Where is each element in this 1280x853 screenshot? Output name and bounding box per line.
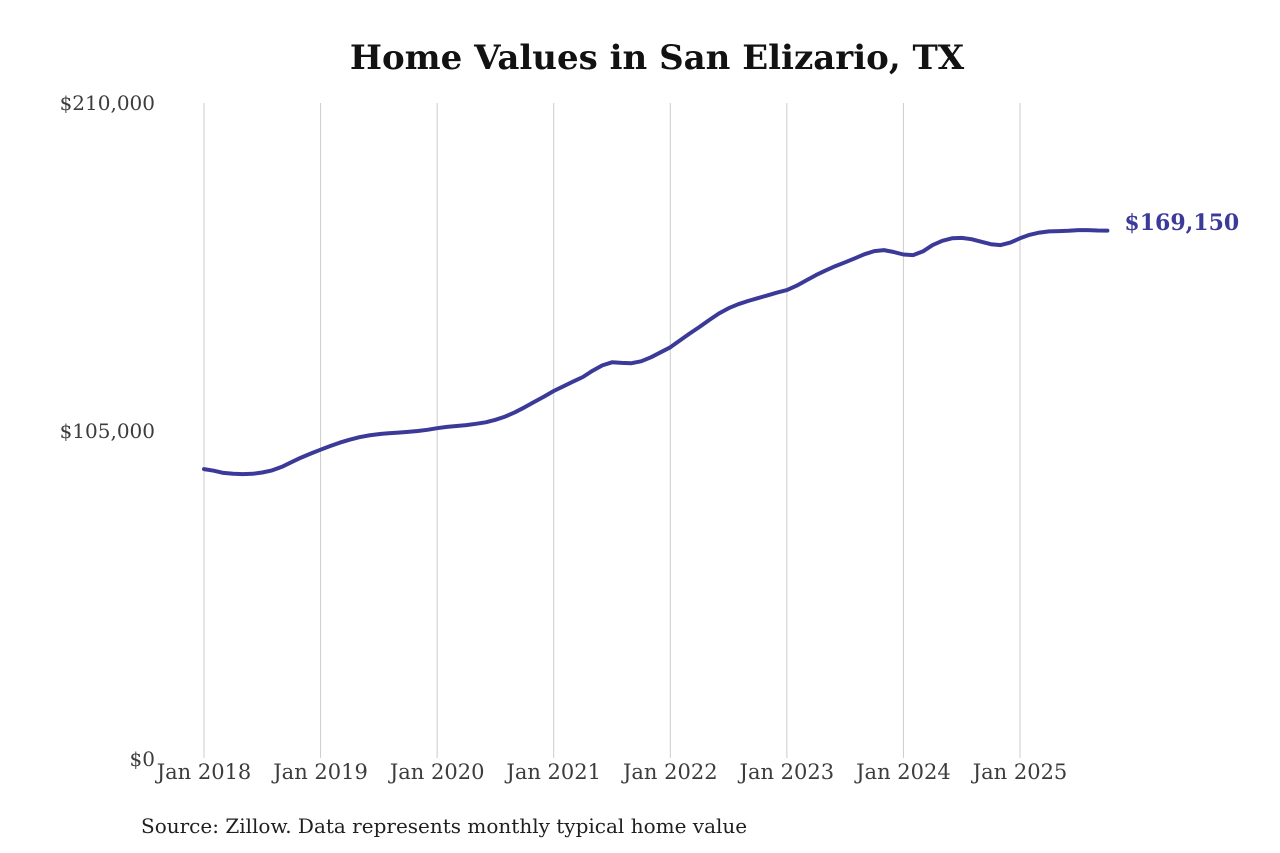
latest-value-label: $169,150 <box>1124 209 1240 236</box>
x-tick-label: Jan 2018 <box>156 760 252 784</box>
home-value-line <box>202 228 1110 477</box>
chart-title: Home Values in San Elizario, TX <box>349 38 965 78</box>
x-tick-label: Jan 2022 <box>622 760 718 784</box>
x-tick-label: Jan 2023 <box>739 760 835 784</box>
x-tick-label: Jan 2025 <box>972 760 1068 784</box>
y-tick-label: $0 <box>129 747 155 771</box>
x-tick-label: Jan 2024 <box>856 760 951 784</box>
x-tick-label: Jan 2021 <box>506 760 601 784</box>
source-note: Source: Zillow. Data represents monthly … <box>141 814 748 838</box>
x-tick-label: Jan 2019 <box>273 760 368 784</box>
y-tick-label: $105,000 <box>59 419 155 443</box>
y-tick-label: $210,000 <box>59 91 155 115</box>
x-tick-label: Jan 2020 <box>389 760 485 784</box>
